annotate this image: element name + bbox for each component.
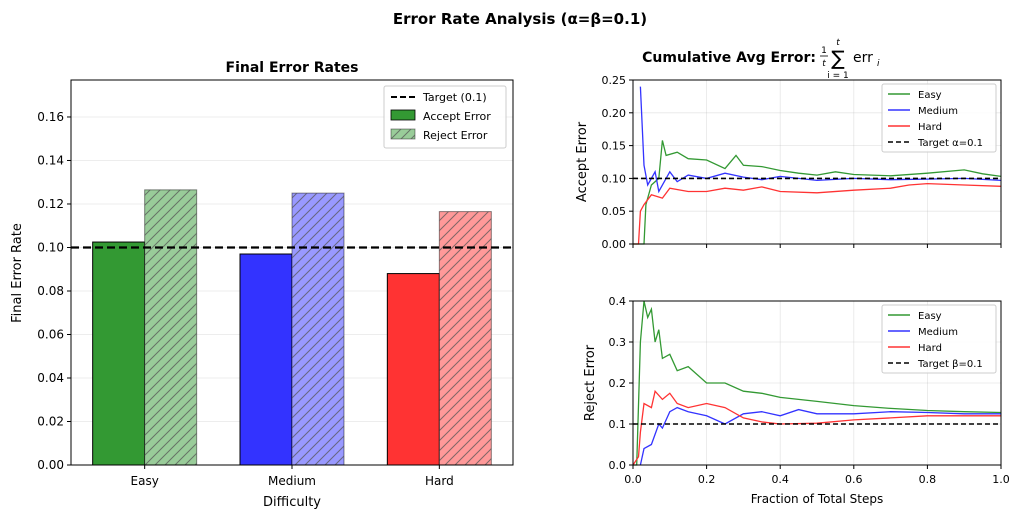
- y-tick-label: 0.00: [602, 238, 627, 251]
- legend-hard-label: Hard: [918, 343, 942, 354]
- bar-hatch: [439, 211, 492, 465]
- y-tick-label: 0.02: [37, 414, 64, 428]
- x-tick-label: Medium: [268, 474, 316, 488]
- svg-text:i = 1: i = 1: [827, 71, 849, 81]
- y-tick-label: 0.08: [37, 284, 64, 298]
- bar-chart-xlabel: Difficulty: [263, 495, 321, 510]
- x-tick-label: 0.8: [919, 473, 937, 486]
- legend-medium-label: Medium: [918, 106, 958, 117]
- x-tick-label: 0.0: [624, 473, 642, 486]
- accept-error-bar-hard: [386, 273, 440, 466]
- y-tick-label: 0.00: [37, 458, 64, 472]
- legend-accept-swatch: [390, 109, 416, 121]
- series-line-medium: [639, 86, 1002, 194]
- svg-text:∑: ∑: [831, 46, 845, 70]
- y-tick-label: 0.05: [602, 205, 627, 218]
- y-tick-label: 0.15: [602, 140, 627, 153]
- legend-target-label: Target (0.1): [422, 91, 487, 104]
- series-line-hard: [632, 389, 1001, 466]
- y-tick-label: 0.4: [609, 295, 627, 308]
- accept-error-ylabel: Accept Error: [575, 121, 590, 202]
- legend-easy-label: Easy: [918, 90, 942, 101]
- y-tick-label: 0.10: [602, 172, 627, 185]
- y-tick-label: 0.14: [37, 153, 64, 167]
- legend-easy-label: Easy: [918, 311, 942, 322]
- y-tick-label: 0.2: [609, 377, 627, 390]
- legend-reject-label: Reject Error: [423, 129, 488, 142]
- reject-chart-legend: Easy Medium Hard Target β=0.1: [881, 304, 997, 374]
- svg-text:t: t: [822, 59, 826, 69]
- x-tick-label: Easy: [131, 474, 159, 488]
- bar-hatch: [292, 193, 344, 465]
- accept-chart-frame: [632, 79, 1002, 245]
- accept-error-bar-medium: [239, 253, 293, 466]
- svg-text:i: i: [877, 59, 880, 69]
- y-tick-label: 0.10: [37, 240, 64, 254]
- x-tick-label: Hard: [425, 474, 454, 488]
- final-error-rates-panel: Final Error Rates Difficulty Final Error…: [10, 60, 514, 510]
- x-tick-label: 1.0: [992, 473, 1010, 486]
- legend-accept-label: Accept Error: [423, 110, 491, 123]
- svg-text:t: t: [836, 38, 840, 48]
- line-chart-title: Cumulative Avg Error:: [642, 50, 816, 66]
- y-tick-label: 0.1: [609, 418, 627, 431]
- x-tick-label: 0.4: [771, 473, 789, 486]
- legend-hard-label: Hard: [918, 122, 942, 133]
- x-tick-label: 0.2: [698, 473, 716, 486]
- bar-chart-title: Final Error Rates: [226, 60, 359, 76]
- accept-chart-legend: Easy Medium Hard Target α=0.1: [881, 83, 997, 153]
- bar-chart-ylabel: Final Error Rate: [10, 223, 25, 323]
- svg-text:1: 1: [821, 46, 827, 56]
- series-line-easy: [633, 300, 1002, 466]
- bar-hatch: [144, 189, 197, 465]
- svg-text:err: err: [853, 50, 873, 66]
- y-tick-label: 0.20: [602, 107, 627, 120]
- y-tick-label: 0.04: [37, 371, 64, 385]
- reject-error-panel: Reject Error Fraction of Total Steps 0.0…: [583, 295, 1010, 506]
- y-tick-label: 0.0: [609, 459, 627, 472]
- bar-chart-legend: Target (0.1) Accept Error Reject Error: [383, 85, 507, 149]
- y-tick-label: 0.12: [37, 197, 64, 211]
- reject-error-ylabel: Reject Error: [583, 344, 598, 421]
- y-tick-label: 0.3: [609, 336, 627, 349]
- figure-suptitle: Error Rate Analysis (α=β=0.1): [393, 10, 647, 28]
- title-formula: 1 t t ∑ i = 1 err i: [820, 38, 880, 81]
- y-tick-label: 0.25: [602, 74, 627, 87]
- y-tick-label: 0.16: [37, 110, 64, 124]
- legend-medium-label: Medium: [918, 327, 958, 338]
- x-tick-label: 0.6: [845, 473, 863, 486]
- series-line-easy: [633, 140, 1002, 245]
- reject-error-xlabel: Fraction of Total Steps: [751, 492, 884, 506]
- legend-target-beta-label: Target β=0.1: [917, 359, 983, 370]
- accept-error-panel: Cumulative Avg Error: 1 t t ∑ i = 1 err …: [575, 38, 1002, 251]
- y-tick-label: 0.06: [37, 327, 64, 341]
- series-line-hard: [633, 182, 1002, 245]
- legend-target-alpha-label: Target α=0.1: [917, 138, 983, 149]
- accept-error-bar-easy: [92, 241, 146, 466]
